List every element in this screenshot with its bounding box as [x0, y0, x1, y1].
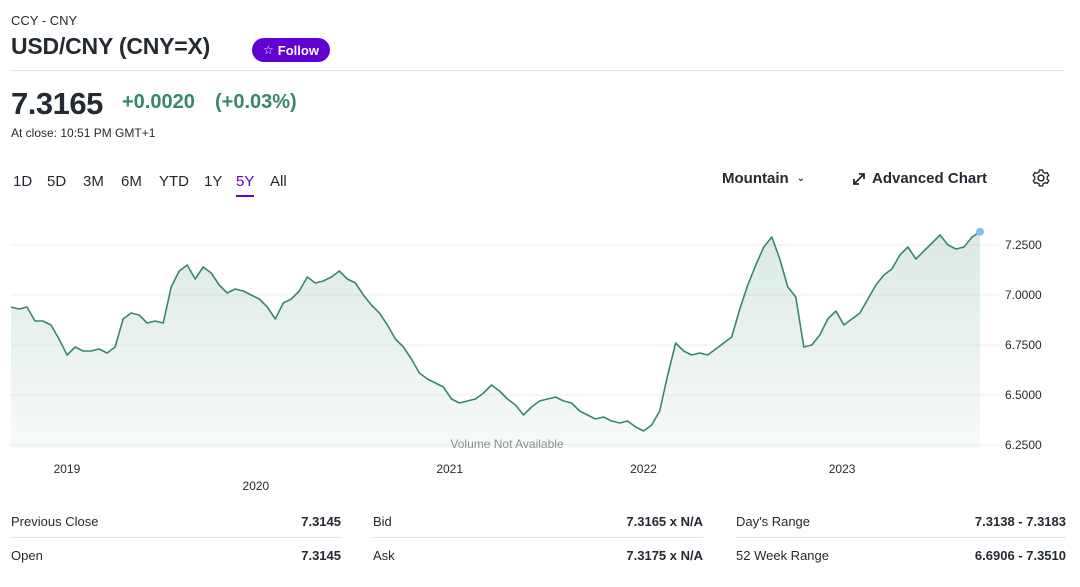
range-tab-1y[interactable]: 1Y	[204, 173, 223, 190]
breadcrumb: CCY - CNY	[11, 13, 78, 28]
volume-not-available-label: Volume Not Available	[450, 437, 564, 451]
stat-value: 7.3165 x N/A	[626, 513, 703, 529]
stat-bid: Bid 7.3165 x N/A	[373, 505, 703, 538]
range-tab-5d[interactable]: 5D	[47, 173, 67, 190]
stat-label: 52 Week Range	[736, 548, 829, 563]
chevron-down-icon: ⌄	[796, 173, 806, 184]
y-tick-label: 6.2500	[1005, 438, 1042, 452]
chart-area-fill	[11, 231, 980, 448]
x-tick-label: 2022	[630, 462, 657, 476]
chart-type-select[interactable]: Mountain ⌄	[722, 170, 805, 187]
y-tick-label: 6.7500	[1005, 338, 1042, 352]
quote-change-percent: (+0.03%)	[215, 91, 297, 113]
x-tick-label: 2020	[243, 479, 270, 493]
stat-value: 7.3175 x N/A	[626, 548, 703, 563]
chart-last-point	[976, 227, 984, 236]
gear-icon[interactable]	[1031, 168, 1051, 188]
stat-previous-close: Previous Close 7.3145	[11, 505, 341, 538]
stat-52-week-range: 52 Week Range 6.6906 - 7.3510	[736, 539, 1066, 572]
follow-button[interactable]: ☆ Follow	[252, 38, 330, 62]
stat-label: Previous Close	[11, 513, 99, 529]
stat-label: Ask	[373, 548, 395, 563]
stat-value: 7.3145	[301, 548, 341, 563]
divider	[11, 70, 1065, 71]
stat-label: Open	[11, 548, 43, 563]
stat-label: Bid	[373, 513, 392, 529]
quote-change: +0.0020	[122, 91, 195, 113]
stat-days-range: Day's Range 7.3138 - 7.3183	[736, 505, 1066, 538]
range-tab-1d[interactable]: 1D	[13, 173, 33, 190]
advanced-chart-label: Advanced Chart	[872, 170, 988, 187]
range-tab-6m[interactable]: 6M	[121, 173, 142, 190]
quote-price: 7.3165	[11, 86, 103, 121]
stat-value: 7.3145	[301, 513, 341, 529]
page-title: USD/CNY (CNY=X)	[11, 33, 211, 59]
advanced-chart-button[interactable]: Advanced Chart	[852, 170, 987, 187]
stat-label: Day's Range	[736, 513, 811, 529]
stat-ask: Ask 7.3175 x N/A	[373, 539, 703, 572]
y-tick-label: 7.2500	[1005, 238, 1042, 252]
y-tick-label: 6.5000	[1005, 388, 1042, 402]
close-time: At close: 10:51 PM GMT+1	[11, 126, 156, 140]
range-tabs: 1D 5D 3M 6M YTD 1Y 5Y All	[13, 173, 294, 197]
star-icon: ☆	[263, 43, 274, 57]
chart-price-line	[10, 231, 981, 432]
stat-open: Open 7.3145	[11, 539, 341, 572]
range-tab-3m[interactable]: 3M	[83, 173, 104, 190]
x-tick-label: 2021	[436, 462, 463, 476]
range-tab-ytd[interactable]: YTD	[159, 173, 189, 190]
expand-icon	[853, 172, 865, 185]
stat-value: 6.6906 - 7.3510	[974, 548, 1066, 563]
chart-type-label: Mountain	[722, 170, 789, 187]
x-tick-label: 2019	[54, 462, 81, 476]
price-chart[interactable]: Volume Not Available 7.2500 7.0000 6.7500 6…	[0, 215, 1080, 495]
follow-label: Follow	[277, 42, 319, 58]
x-tick-label: 2023	[829, 462, 856, 476]
y-tick-label: 7.0000	[1005, 288, 1042, 302]
stat-value: 7.3138 - 7.3183	[974, 513, 1066, 529]
range-tab-5y[interactable]: 5Y	[236, 173, 255, 197]
range-tab-all[interactable]: All	[270, 173, 287, 190]
